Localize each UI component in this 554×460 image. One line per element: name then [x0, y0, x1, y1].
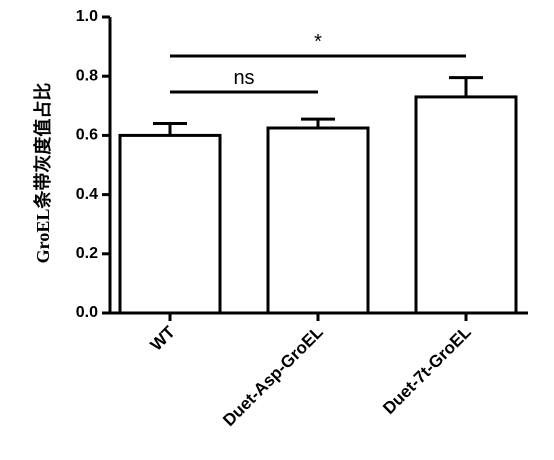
- category-label: Duet-7t-GroEL: [379, 322, 475, 418]
- y-tick-label: 0.2: [76, 245, 98, 262]
- y-tick-label: 0.0: [76, 304, 98, 321]
- category-label: WT: [147, 322, 180, 355]
- y-tick-label: 0.8: [76, 67, 98, 84]
- category-label: Duet-Asp-GroEL: [219, 322, 327, 430]
- y-tick-label: 1.0: [76, 8, 98, 25]
- bars: [118, 76, 518, 315]
- bar: [414, 95, 518, 315]
- significance-label: *: [314, 31, 322, 53]
- significance-label: ns: [233, 67, 254, 89]
- x-axis: WT Duet-Asp-GroEL Duet-7t-GroEL: [110, 311, 528, 430]
- y-axis-label: GroEL条带灰度值占比: [32, 83, 53, 264]
- y-tick-label: 0.4: [76, 186, 98, 203]
- bar: [266, 126, 370, 315]
- y-axis: 0.0 0.2 0.4 0.6 0.8 1.0: [76, 8, 112, 321]
- significance-brackets: ns *: [170, 31, 466, 94]
- bar: [118, 133, 222, 315]
- y-tick-label: 0.6: [76, 127, 98, 144]
